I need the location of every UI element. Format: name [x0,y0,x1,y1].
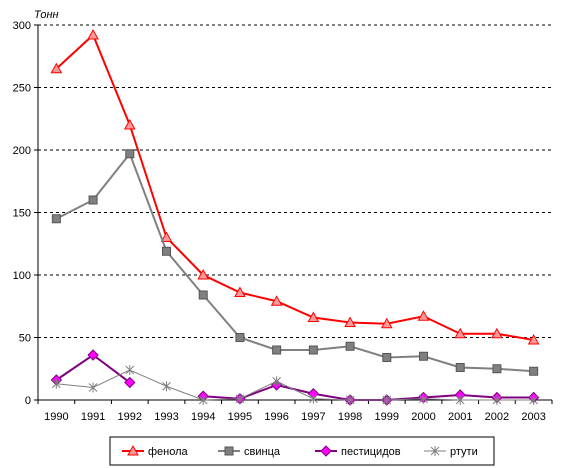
data-point [272,376,281,387]
x-tick-label: 2000 [411,411,435,423]
data-point [345,341,355,351]
x-tick-label: 1991 [81,411,105,423]
y-tick-label: 300 [13,20,31,32]
data-point [125,149,135,159]
y-tick-label: 100 [13,270,31,282]
data-point [492,364,502,374]
data-point [160,231,173,242]
data-point [527,333,540,345]
legend-item: свинца [218,446,281,458]
data-point [529,395,538,405]
data-point [307,311,320,322]
data-point [309,393,318,404]
series-layer [50,28,540,406]
series-пестицидов [50,349,540,406]
data-point [234,286,246,297]
data-point [198,395,208,405]
series-line [56,369,534,401]
x-tick-label: 1997 [301,411,325,423]
data-point [162,246,171,256]
x-tick-label: 2001 [448,411,472,423]
data-point [417,310,430,321]
data-point [123,118,136,130]
x-tick-label: 1992 [118,411,142,423]
data-point [162,381,171,392]
x-axis: 1990 1991 1992 1993 1994 1995 1996 1997 1998 1999… [37,399,553,423]
y-tick-label: 250 [13,83,31,95]
data-point [529,366,539,376]
x-tick-label: 1993 [154,411,178,423]
y-tick-label: 50 [19,333,31,345]
data-point [454,327,467,339]
data-point [492,395,502,405]
x-tick-label: 1996 [264,411,288,423]
data-point [272,345,282,355]
y-tick-label: 200 [13,145,31,157]
data-point [51,214,61,224]
data-point [455,395,465,405]
y-tick-label: 150 [13,208,31,220]
series-line [55,151,534,373]
data-point [345,395,355,405]
legend-item: ртути [424,446,478,458]
data-point [419,393,428,404]
y-tick-label: 0 [25,395,31,407]
x-tick-label: 1995 [228,411,252,423]
data-point [419,351,428,361]
series-ртути [52,365,538,405]
data-point [124,376,136,389]
series-фенола [50,28,540,345]
legend: фенола свинца пестицидов ртути [109,436,495,466]
legend-label: свинца [244,446,281,458]
data-point [308,345,318,355]
legend-marker [224,446,234,456]
data-point [50,62,63,74]
x-tick-label: 1990 [44,411,68,423]
legend-label: пестицидов [341,446,401,458]
data-point [52,378,61,389]
data-point [125,365,135,375]
x-tick-label: 1994 [191,411,215,423]
data-point [270,295,283,306]
legend-item: пестицидов [315,445,401,458]
data-point [88,382,98,393]
data-point [235,393,245,404]
data-point [382,353,392,362]
legend-label: фенола [148,446,189,458]
x-tick-label: 1999 [375,411,399,423]
data-point [380,317,393,329]
data-point [382,395,392,405]
legend-marker [320,445,332,457]
legend-item: фенола [122,444,189,458]
data-point [344,316,356,327]
data-point [235,333,245,342]
data-point [197,268,210,280]
grid-lines [38,24,552,338]
x-tick-label: 2002 [485,411,509,423]
x-tick-label: 1998 [338,411,362,423]
legend-marker [127,444,139,456]
x-tick-label: 2003 [521,411,545,423]
legend-marker [430,446,440,456]
series-line [55,33,534,341]
data-point [87,349,99,361]
y-axis: 0 50 100 150 200 250 300 [13,20,39,407]
legend-label: ртути [450,446,478,458]
data-point [88,195,98,205]
data-point [455,363,465,372]
data-point [198,290,208,300]
data-point [87,28,99,40]
y-axis-unit-label: Тонн [34,9,59,21]
series-свинца [51,149,539,376]
data-point [491,327,503,339]
